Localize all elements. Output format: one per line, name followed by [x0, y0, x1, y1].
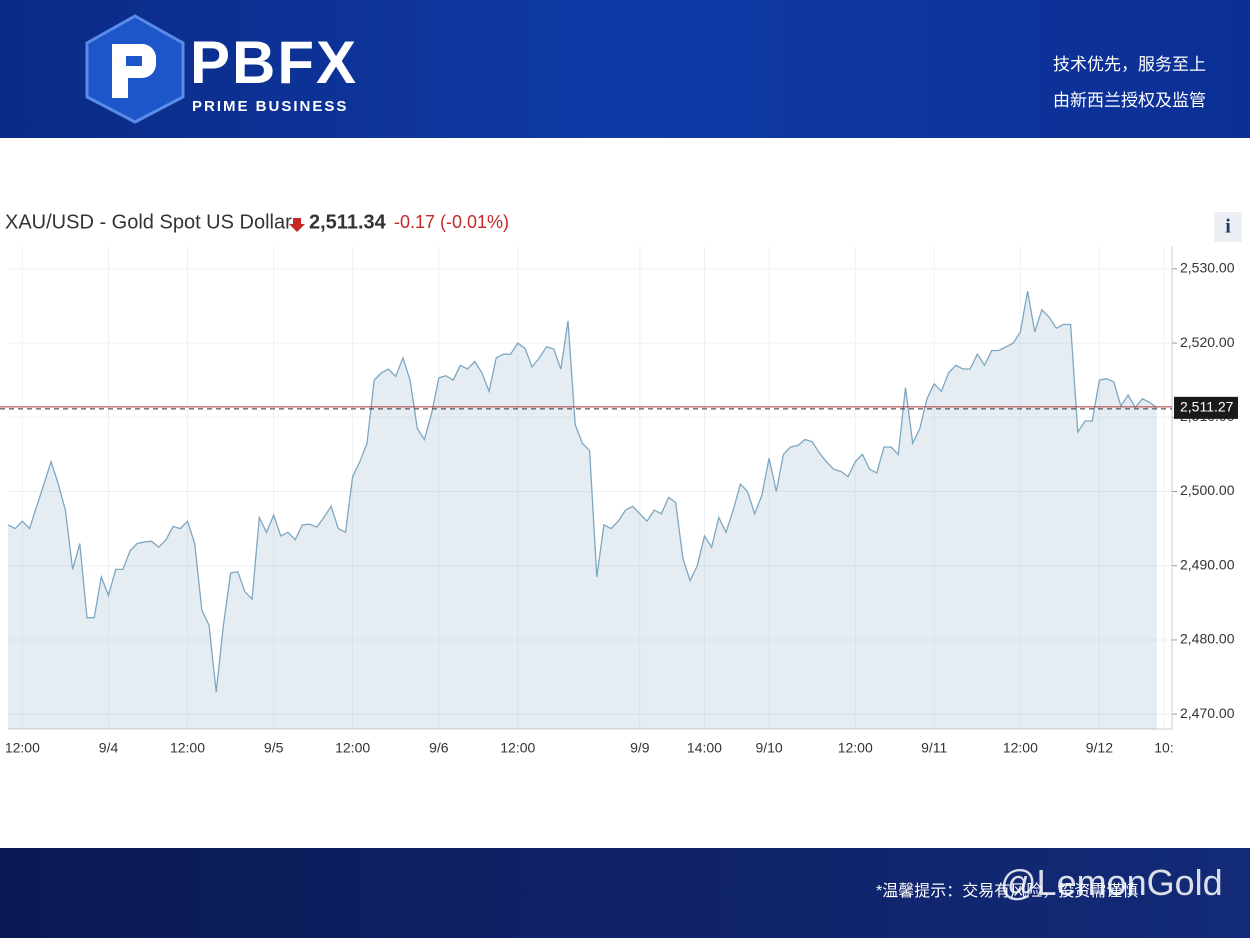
x-tick-label: 12:00: [838, 740, 873, 756]
y-tick-label: 2,520.00: [1180, 334, 1235, 350]
x-tick-label: 14:00: [687, 740, 722, 756]
slogan: 技术优先，服务至上: [1053, 55, 1206, 74]
x-tick-label: 9/6: [429, 740, 449, 756]
price: 2,511.34: [309, 211, 387, 233]
x-tick-label: 9/4: [99, 740, 119, 756]
reference-label: 2,511.27: [1180, 399, 1234, 415]
x-tick-label: 12:00: [335, 740, 370, 756]
y-tick-label: 2,490.00: [1180, 556, 1235, 572]
watermark: @LemonGold: [1000, 862, 1223, 903]
x-tick-label: 12:00: [1003, 740, 1038, 756]
change-pct: (-0.01%): [440, 212, 509, 232]
header-banner: PBFX PRIME BUSINESS 技术优先，服务至上 由新西兰授权及监管: [0, 0, 1250, 138]
chart: XAU/USD - Gold Spot US Dollar 2,511.34 -…: [0, 211, 1242, 756]
y-tick-label: 2,500.00: [1180, 482, 1235, 498]
x-tick-label: 9/9: [630, 740, 650, 756]
reference-label-box: [1174, 396, 1238, 419]
y-tick-label: 2,480.00: [1180, 631, 1235, 647]
x-tick-label: 12:00: [170, 740, 205, 756]
price-line: [7, 290, 1158, 692]
x-tick-label: 12:00: [5, 740, 40, 756]
x-tick-label: 10:: [1154, 740, 1173, 756]
x-tick-label: 9/12: [1086, 740, 1113, 756]
x-tick-label: 9/11: [921, 740, 947, 756]
info-icon[interactable]: i: [1225, 216, 1231, 238]
brand: PBFX: [190, 29, 359, 96]
area-fill: [8, 291, 1157, 729]
logo-icon: [85, 14, 185, 124]
change: -0.17: [394, 212, 435, 232]
slogan: 由新西兰授权及监管: [1053, 91, 1206, 110]
tagline: PRIME BUSINESS: [192, 98, 349, 115]
x-tick-label: 12:00: [500, 740, 535, 756]
footer-note: *温馨提示：交易有风险，投资需谨慎: [876, 883, 1139, 900]
down-arrow: [289, 218, 305, 232]
x-tick-label: 9/5: [264, 740, 284, 756]
x-tick-label: 9/10: [755, 740, 782, 756]
chart-title: XAU/USD - Gold Spot US Dollar: [5, 211, 292, 233]
y-tick-label: 2,470.00: [1180, 705, 1235, 721]
y-tick-label: 2,530.00: [1180, 260, 1235, 276]
footer-banner: [0, 848, 1250, 938]
info-button[interactable]: [1214, 212, 1242, 242]
